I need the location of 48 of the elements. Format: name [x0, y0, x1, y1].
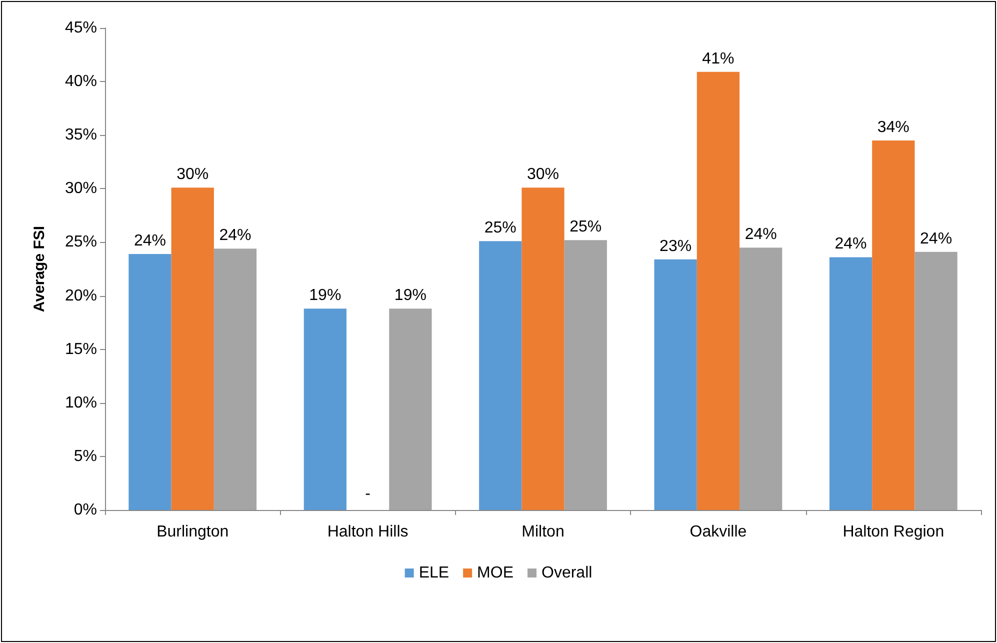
bar: [128, 254, 172, 510]
data-label: 23%: [660, 238, 692, 255]
y-tick-label: 25%: [64, 234, 97, 251]
data-label: 24%: [134, 232, 166, 250]
legend-label: Overall: [542, 564, 592, 582]
legend-label: MOE: [477, 564, 514, 582]
bar: [696, 72, 740, 510]
bar: [479, 241, 522, 510]
y-axis-title: Average FSI: [31, 226, 48, 312]
x-tick-label: Burlington: [156, 524, 229, 540]
bar: [740, 248, 782, 510]
y-tick-label: 45%: [64, 20, 97, 36]
bar: [914, 252, 958, 510]
data-label: 25%: [484, 220, 516, 237]
bar: [214, 248, 257, 510]
data-label: 24%: [219, 227, 252, 244]
bar: [522, 188, 564, 510]
y-tick-label: 40%: [64, 73, 97, 90]
data-label: 24%: [920, 230, 952, 248]
data-label: 30%: [176, 166, 209, 184]
data-label: 19%: [309, 287, 342, 304]
y-tick-label: 5%: [74, 448, 97, 465]
data-label: 30%: [526, 166, 560, 184]
data-label: 24%: [744, 226, 777, 244]
bar: [389, 308, 432, 510]
x-tick-label: Halton Hills: [327, 524, 408, 540]
y-tick-label: 20%: [64, 287, 97, 304]
y-tick-label: 10%: [64, 394, 97, 412]
legend-label: ELE: [418, 564, 450, 582]
bar: [171, 188, 214, 510]
x-tick-label: Oakville: [690, 524, 747, 540]
y-tick-label: 0%: [74, 502, 97, 518]
data-label: 19%: [394, 287, 426, 304]
data-label: 24%: [834, 236, 867, 253]
bar: [564, 240, 607, 510]
data-label: 41%: [702, 50, 734, 68]
text: -: [365, 486, 370, 502]
y-tick-label: 35%: [64, 126, 97, 144]
y-tick-label: 30%: [64, 180, 97, 198]
bar: [829, 257, 872, 510]
data-label: 25%: [570, 218, 602, 236]
x-tick-label: Milton: [522, 524, 564, 540]
data-label: 34%: [877, 118, 910, 136]
bar: [304, 308, 346, 510]
bar: [654, 259, 697, 510]
bar: [872, 140, 915, 510]
y-tick-label: 15%: [64, 340, 97, 358]
x-tick-label: Halton Region: [842, 524, 944, 540]
